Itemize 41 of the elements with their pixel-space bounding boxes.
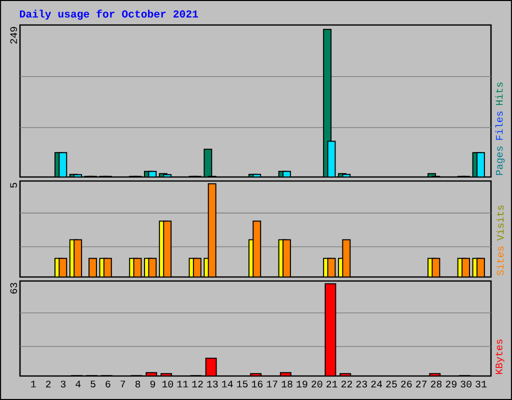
x-tick-label: 19 xyxy=(296,380,308,388)
x-tick-label: 6 xyxy=(106,380,110,388)
x-tick-label: 2 xyxy=(46,380,51,388)
x-tick-label: 9 xyxy=(150,380,156,388)
x-tick-label: 7 xyxy=(120,380,126,388)
x-tick-label: 18 xyxy=(282,380,292,388)
text: KBytes xyxy=(496,340,504,374)
x-tick-label: 16 xyxy=(252,380,263,388)
x-tick-label: 17 xyxy=(266,380,278,388)
legend-label: Files xyxy=(495,112,503,140)
x-tick-label: 14 xyxy=(222,380,233,388)
x-tick-label: 26 xyxy=(401,380,412,388)
x-tick-label: 10 xyxy=(162,380,174,388)
text: 249 xyxy=(10,26,18,44)
text: Sites xyxy=(496,246,504,276)
x-tick-label: 1 xyxy=(31,380,36,388)
text: Hits xyxy=(495,82,503,105)
x-tick-label: 3 xyxy=(60,380,66,388)
x-tick-label: 4 xyxy=(76,380,81,388)
text: Visits xyxy=(496,206,504,241)
x-tick-label: 27 xyxy=(416,380,427,388)
x-tick-label: 11 xyxy=(177,380,188,388)
x-tick-label: 5 xyxy=(90,380,96,388)
x-tick-label: 8 xyxy=(135,380,140,388)
x-tick-label: 24 xyxy=(371,380,382,388)
x-tick-label: 29 xyxy=(446,380,456,388)
x-tick-label: 23 xyxy=(356,380,367,388)
chart-title: Daily usage for October 2021 xyxy=(20,10,198,20)
x-tick-label: 28 xyxy=(430,380,442,388)
x-tick-label: 21 xyxy=(326,380,338,388)
x-tick-label: 15 xyxy=(236,380,248,388)
x-tick-label: 22 xyxy=(341,380,352,388)
x-tick-label: 31 xyxy=(476,380,487,388)
x-tick-label: 13 xyxy=(207,380,218,388)
x-tick-label: 20 xyxy=(312,380,322,388)
text: 63 xyxy=(10,282,18,294)
x-tick-label: 12 xyxy=(192,380,203,388)
text: Pages xyxy=(496,146,505,175)
x-tick-label: 25 xyxy=(386,380,397,388)
x-tick-label: 30 xyxy=(460,380,472,388)
text: 5 xyxy=(10,182,17,188)
